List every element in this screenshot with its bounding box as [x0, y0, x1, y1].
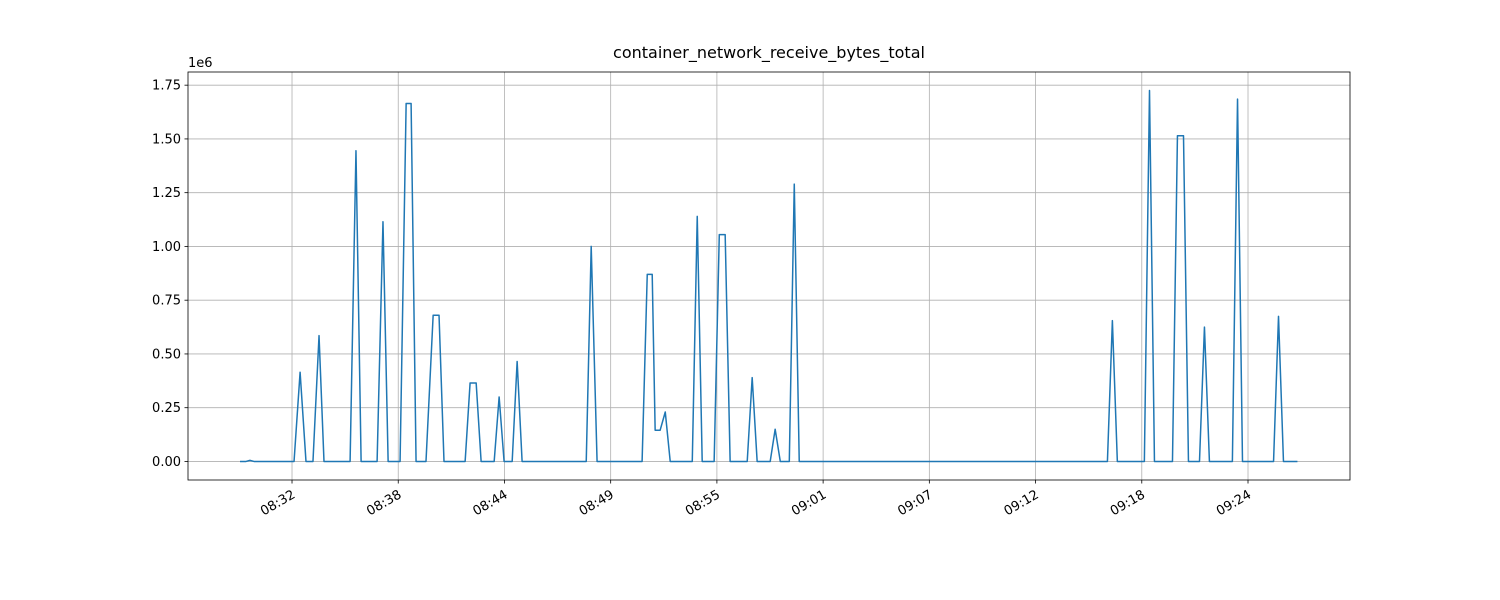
x-tick-label: 09:01 [789, 487, 829, 519]
x-tick-label: 09:18 [1108, 487, 1148, 519]
y-tick-label: 0.00 [152, 455, 181, 470]
plot-frame [187, 71, 1351, 481]
x-tick-label: 08:49 [577, 487, 617, 519]
y-tick-label: 1.50 [152, 132, 181, 147]
y-tick-label: 0.50 [152, 347, 181, 362]
chart-title: container_network_receive_bytes_total [613, 43, 925, 63]
x-tick-label: 09:24 [1214, 487, 1254, 519]
x-tick-label: 08:38 [364, 487, 404, 519]
y-tick-label: 1.75 [152, 79, 181, 94]
x-tick-label: 08:55 [683, 487, 723, 519]
y-tick-label: 0.75 [152, 294, 181, 309]
x-tick-label: 09:07 [895, 487, 935, 519]
x-tick-label: 08:32 [258, 487, 298, 519]
y-offset-label: 1e6 [188, 56, 213, 71]
y-tick-label: 1.25 [152, 186, 181, 201]
x-tick-label: 09:12 [1002, 487, 1042, 519]
y-tick-label: 0.25 [152, 401, 181, 416]
data-line [240, 89, 1298, 463]
x-tick-label: 08:44 [471, 487, 511, 519]
y-tick-label: 1.00 [152, 240, 181, 255]
